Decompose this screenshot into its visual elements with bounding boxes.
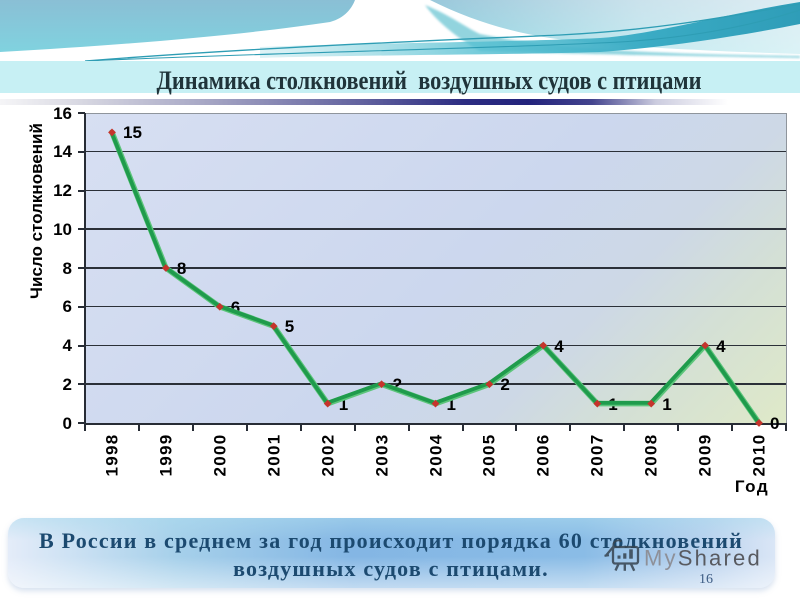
svg-text:MyShared: MyShared — [644, 546, 762, 571]
